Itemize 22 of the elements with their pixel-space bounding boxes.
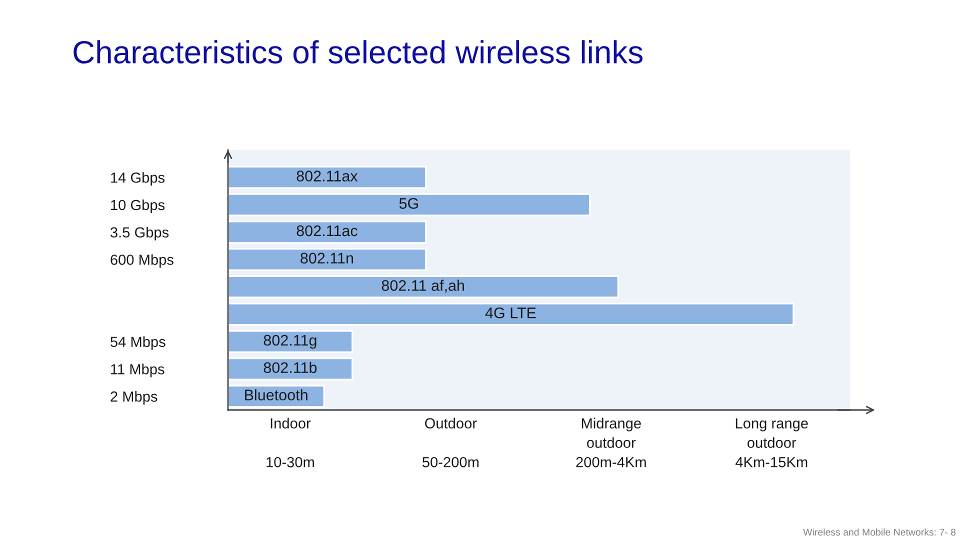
series-label: Bluetooth [245, 389, 308, 400]
series-label: 802.11b [264, 362, 317, 374]
text: Midrange outdoor 200m-4Km [576, 418, 646, 468]
y-tick-label: 600 Mbps [110, 254, 174, 268]
text: Wireless and Mobile Networks: 7- 8 [803, 528, 956, 536]
chart-title: Characteristics of selected wireless links [74, 40, 642, 64]
y-tick-label: 2 Mbps [110, 391, 158, 405]
y-tick-label: 54 Mbps [110, 336, 166, 350]
text: Indoor 10-30m [266, 418, 314, 468]
y-tick-label: 10 Gbps [111, 199, 165, 214]
text: Long range outdoor 4Km-15Km [735, 418, 808, 468]
text: Outdoor 50-200m [422, 418, 478, 468]
y-tick-label: 11 Mbps [111, 364, 164, 378]
series-label: 802.11g [264, 334, 316, 349]
y-tick-label: 3.5 Gbps [110, 226, 169, 240]
series-label: 4G LTE [485, 307, 536, 318]
series-label: 802.11ac [296, 225, 358, 236]
series-label: 802.11n [300, 252, 354, 264]
y-tick-label: 14 Gbps [111, 172, 165, 186]
series-label: 802.11ax [296, 170, 358, 182]
series-label: 5G [399, 198, 418, 209]
series-label: 802.11 af,ah [382, 280, 464, 293]
